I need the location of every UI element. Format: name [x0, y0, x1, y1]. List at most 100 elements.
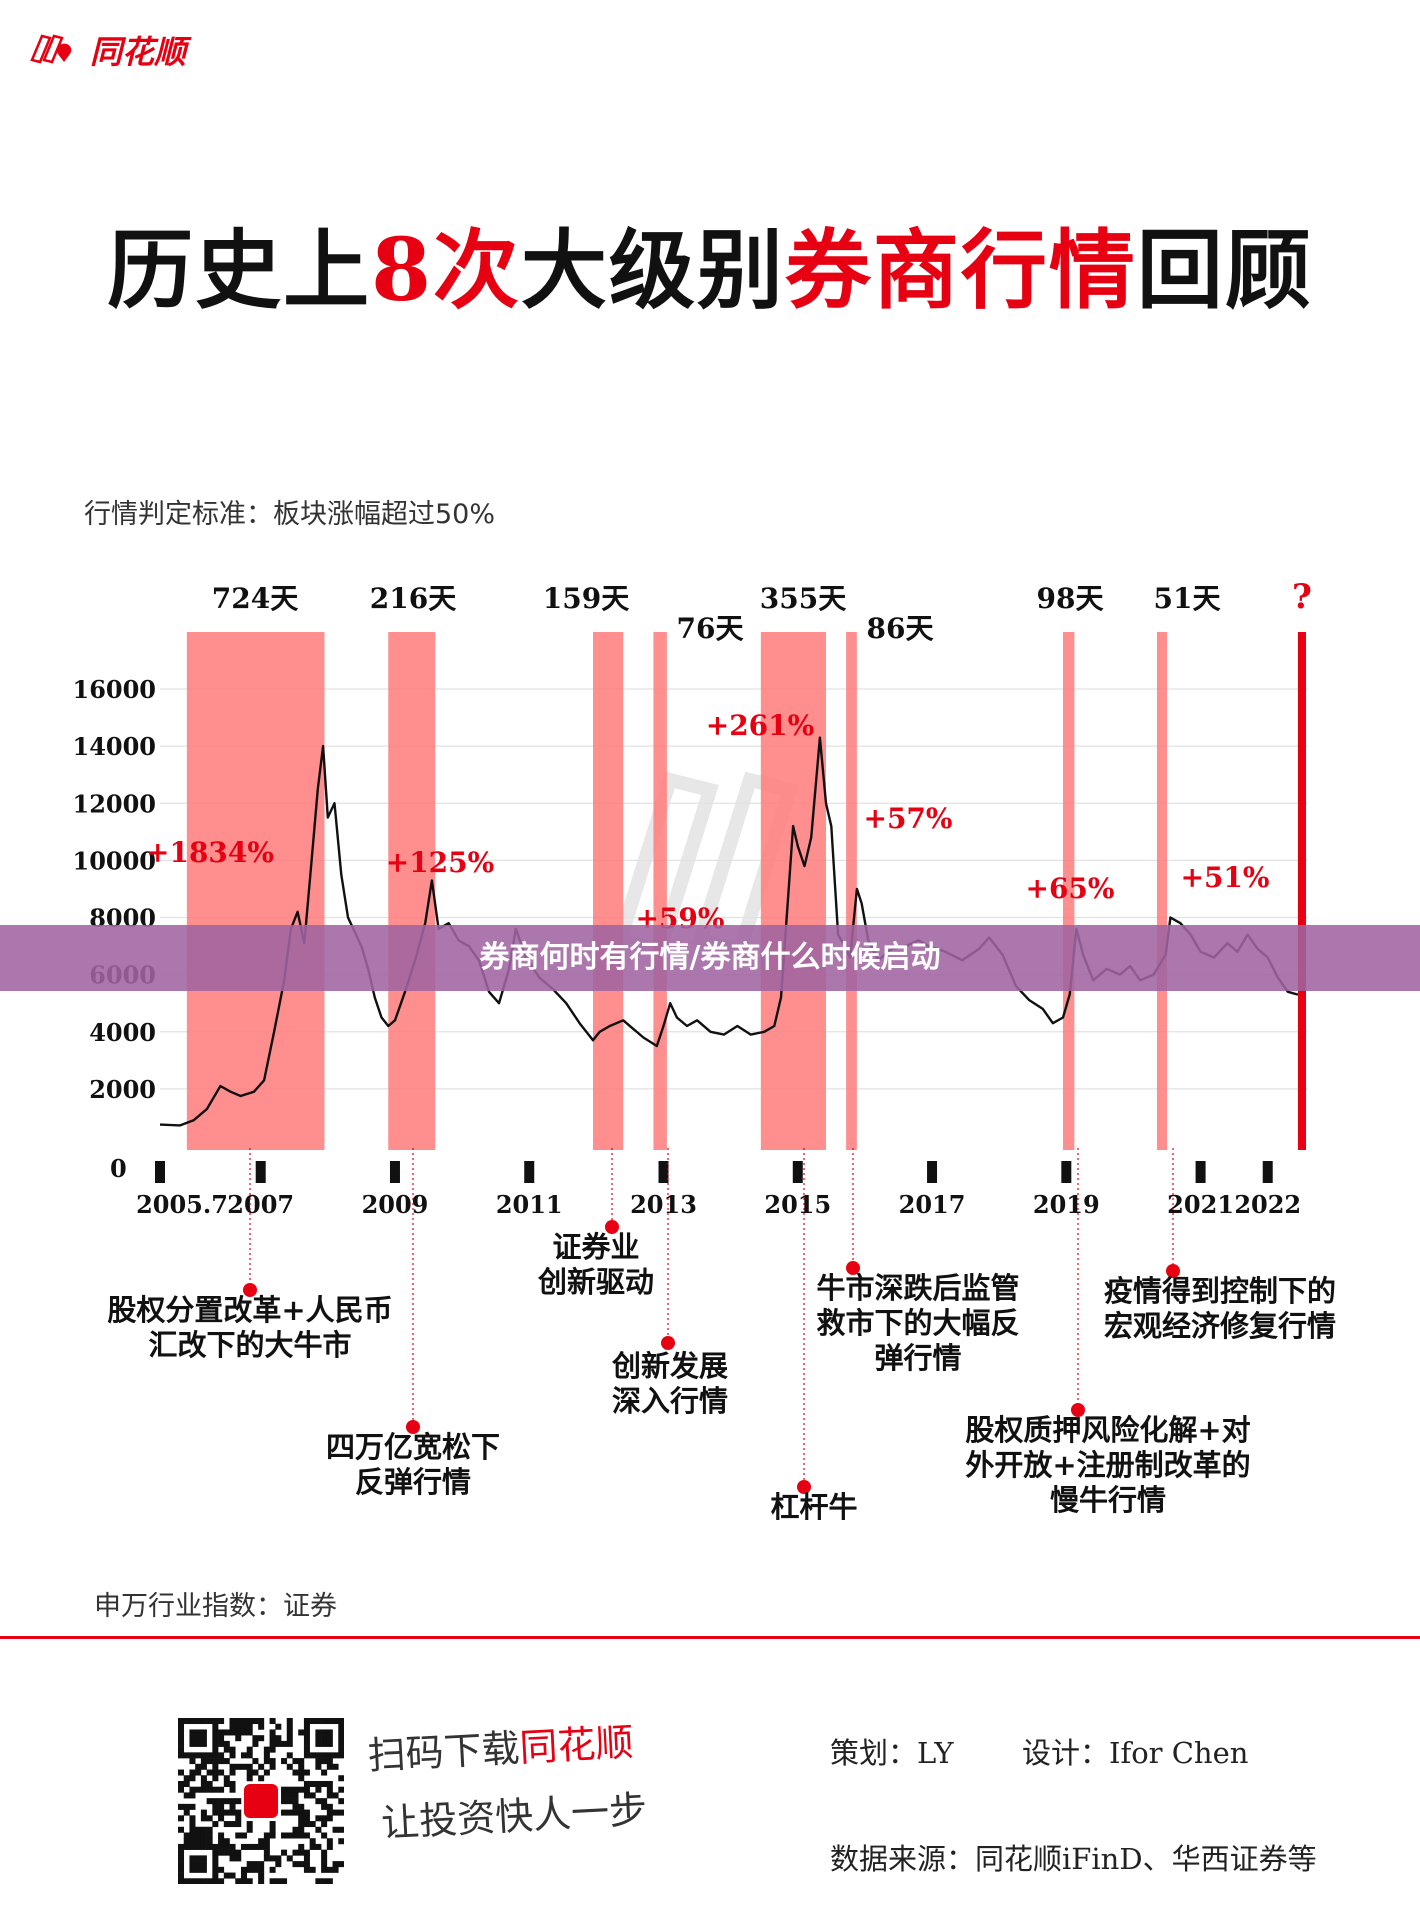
- x-axis: 2005.7 2007 2009 2011 2013 2015 2017 2019 2021 20…: [136, 1161, 1301, 1219]
- qr-module: [183, 1843, 190, 1850]
- qr-module: [326, 1878, 333, 1884]
- qr-module: [321, 1861, 328, 1868]
- qr-module: [315, 1763, 322, 1770]
- qr-module: [246, 1843, 253, 1850]
- x-tick-mark: [389, 1161, 400, 1183]
- slogan-line1-a: 扫码下载: [366, 1726, 521, 1778]
- qr-code-icon[interactable]: [178, 1718, 344, 1884]
- period-highlight-7: [1062, 632, 1075, 1150]
- qr-module: [206, 1843, 213, 1850]
- event-text-4: 创新发展: [611, 1349, 728, 1383]
- designer-credit: 设计：Ifor Chen: [1022, 1736, 1249, 1770]
- x-tick-label: 2015: [764, 1190, 831, 1219]
- qr-module: [315, 1826, 322, 1833]
- qr-module: [298, 1809, 305, 1816]
- qr-module: [195, 1826, 202, 1833]
- qr-module: [286, 1798, 293, 1805]
- qr-module: [298, 1786, 305, 1793]
- qr-module: [269, 1718, 276, 1725]
- qr-module: [206, 1786, 213, 1793]
- qr-module: [315, 1718, 322, 1725]
- banner-text: 券商何时有行情/券商什么时候启动: [479, 940, 941, 975]
- qr-module: [269, 1763, 276, 1770]
- qr-module: [235, 1735, 242, 1742]
- qr-module: [275, 1861, 282, 1868]
- title-part4: 券商行情: [784, 220, 1137, 321]
- event-text-6: 弹行情: [874, 1341, 961, 1375]
- qr-module: [303, 1855, 310, 1862]
- event-text-1: 汇改下的大牛市: [148, 1328, 351, 1362]
- event-text-8: 疫情得到控制下的: [1104, 1274, 1336, 1308]
- qr-module: [252, 1861, 259, 1868]
- period-gain-6: +57%: [863, 802, 952, 835]
- x-tick-label: 2017: [899, 1190, 966, 1219]
- qr-module: [281, 1832, 288, 1839]
- qr-module: [258, 1735, 265, 1742]
- event-text-7: 股权质押风险化解+对: [965, 1413, 1250, 1447]
- qr-module: [218, 1803, 225, 1810]
- qr-module: [286, 1786, 293, 1793]
- page-title: 历史上8次大级别券商行情回顾: [0, 200, 1420, 325]
- qr-module: [183, 1832, 190, 1839]
- qr-module: [286, 1809, 293, 1816]
- qr-module: [303, 1740, 310, 1747]
- brand-logo: 同花顺: [28, 28, 186, 72]
- period-labels: 724天+1834%216天+125%159天76天+59%355天+261%8…: [146, 577, 1312, 935]
- qr-module: [315, 1758, 322, 1765]
- qr-module: [229, 1763, 236, 1770]
- qr-module: [315, 1740, 322, 1747]
- qr-module: [212, 1809, 219, 1816]
- qr-module: [200, 1729, 207, 1736]
- qr-module: [338, 1861, 344, 1868]
- period-highlight-2: [388, 632, 436, 1150]
- qr-module: [200, 1740, 207, 1747]
- x-tick-mark: [1262, 1161, 1273, 1183]
- qr-module: [275, 1735, 282, 1742]
- qr-module: [183, 1718, 190, 1725]
- qr-module: [338, 1729, 344, 1736]
- qr-module: [326, 1815, 333, 1822]
- qr-module: [212, 1861, 219, 1868]
- qr-module: [286, 1792, 293, 1799]
- qr-module: [286, 1855, 293, 1862]
- qr-module: [269, 1826, 276, 1833]
- qr-module: [292, 1803, 299, 1810]
- qr-module: [218, 1798, 225, 1805]
- qr-module: [218, 1752, 225, 1759]
- qr-module: [229, 1821, 236, 1828]
- qr-module: [240, 1723, 247, 1730]
- qr-module: [195, 1735, 202, 1742]
- period-highlight-9: [1297, 632, 1306, 1150]
- qr-module: [338, 1838, 344, 1845]
- qr-module: [338, 1740, 344, 1747]
- qr-module: [235, 1849, 242, 1856]
- qr-module: [212, 1843, 219, 1850]
- qr-module: [286, 1740, 293, 1747]
- qr-module: [275, 1878, 282, 1884]
- qr-module: [246, 1769, 253, 1776]
- qr-module: [189, 1832, 196, 1839]
- qr-module: [212, 1763, 219, 1770]
- qr-module: [338, 1786, 344, 1793]
- qr-module: [223, 1838, 230, 1845]
- y-axis: 0200040006000800010000120001400016000: [73, 675, 157, 1183]
- qr-module: [235, 1809, 242, 1816]
- qr-module: [321, 1735, 328, 1742]
- qr-module: [326, 1752, 333, 1759]
- qr-module: [281, 1878, 288, 1884]
- x-tick-mark: [792, 1161, 803, 1183]
- qr-module: [298, 1815, 305, 1822]
- qr-module: [246, 1861, 253, 1868]
- qr-module: [178, 1780, 185, 1787]
- qr-module: [321, 1718, 328, 1725]
- qr-module: [206, 1838, 213, 1845]
- qr-module: [195, 1718, 202, 1725]
- qr-module: [252, 1740, 259, 1747]
- qr-module: [178, 1803, 185, 1810]
- criteria-text: 行情判定标准：板块涨幅超过50%: [84, 499, 496, 530]
- qr-module: [183, 1838, 190, 1845]
- qr-module: [195, 1878, 202, 1884]
- qr-module: [246, 1775, 253, 1782]
- qr-module: [229, 1809, 236, 1816]
- x-tick-label: 2007: [227, 1190, 294, 1219]
